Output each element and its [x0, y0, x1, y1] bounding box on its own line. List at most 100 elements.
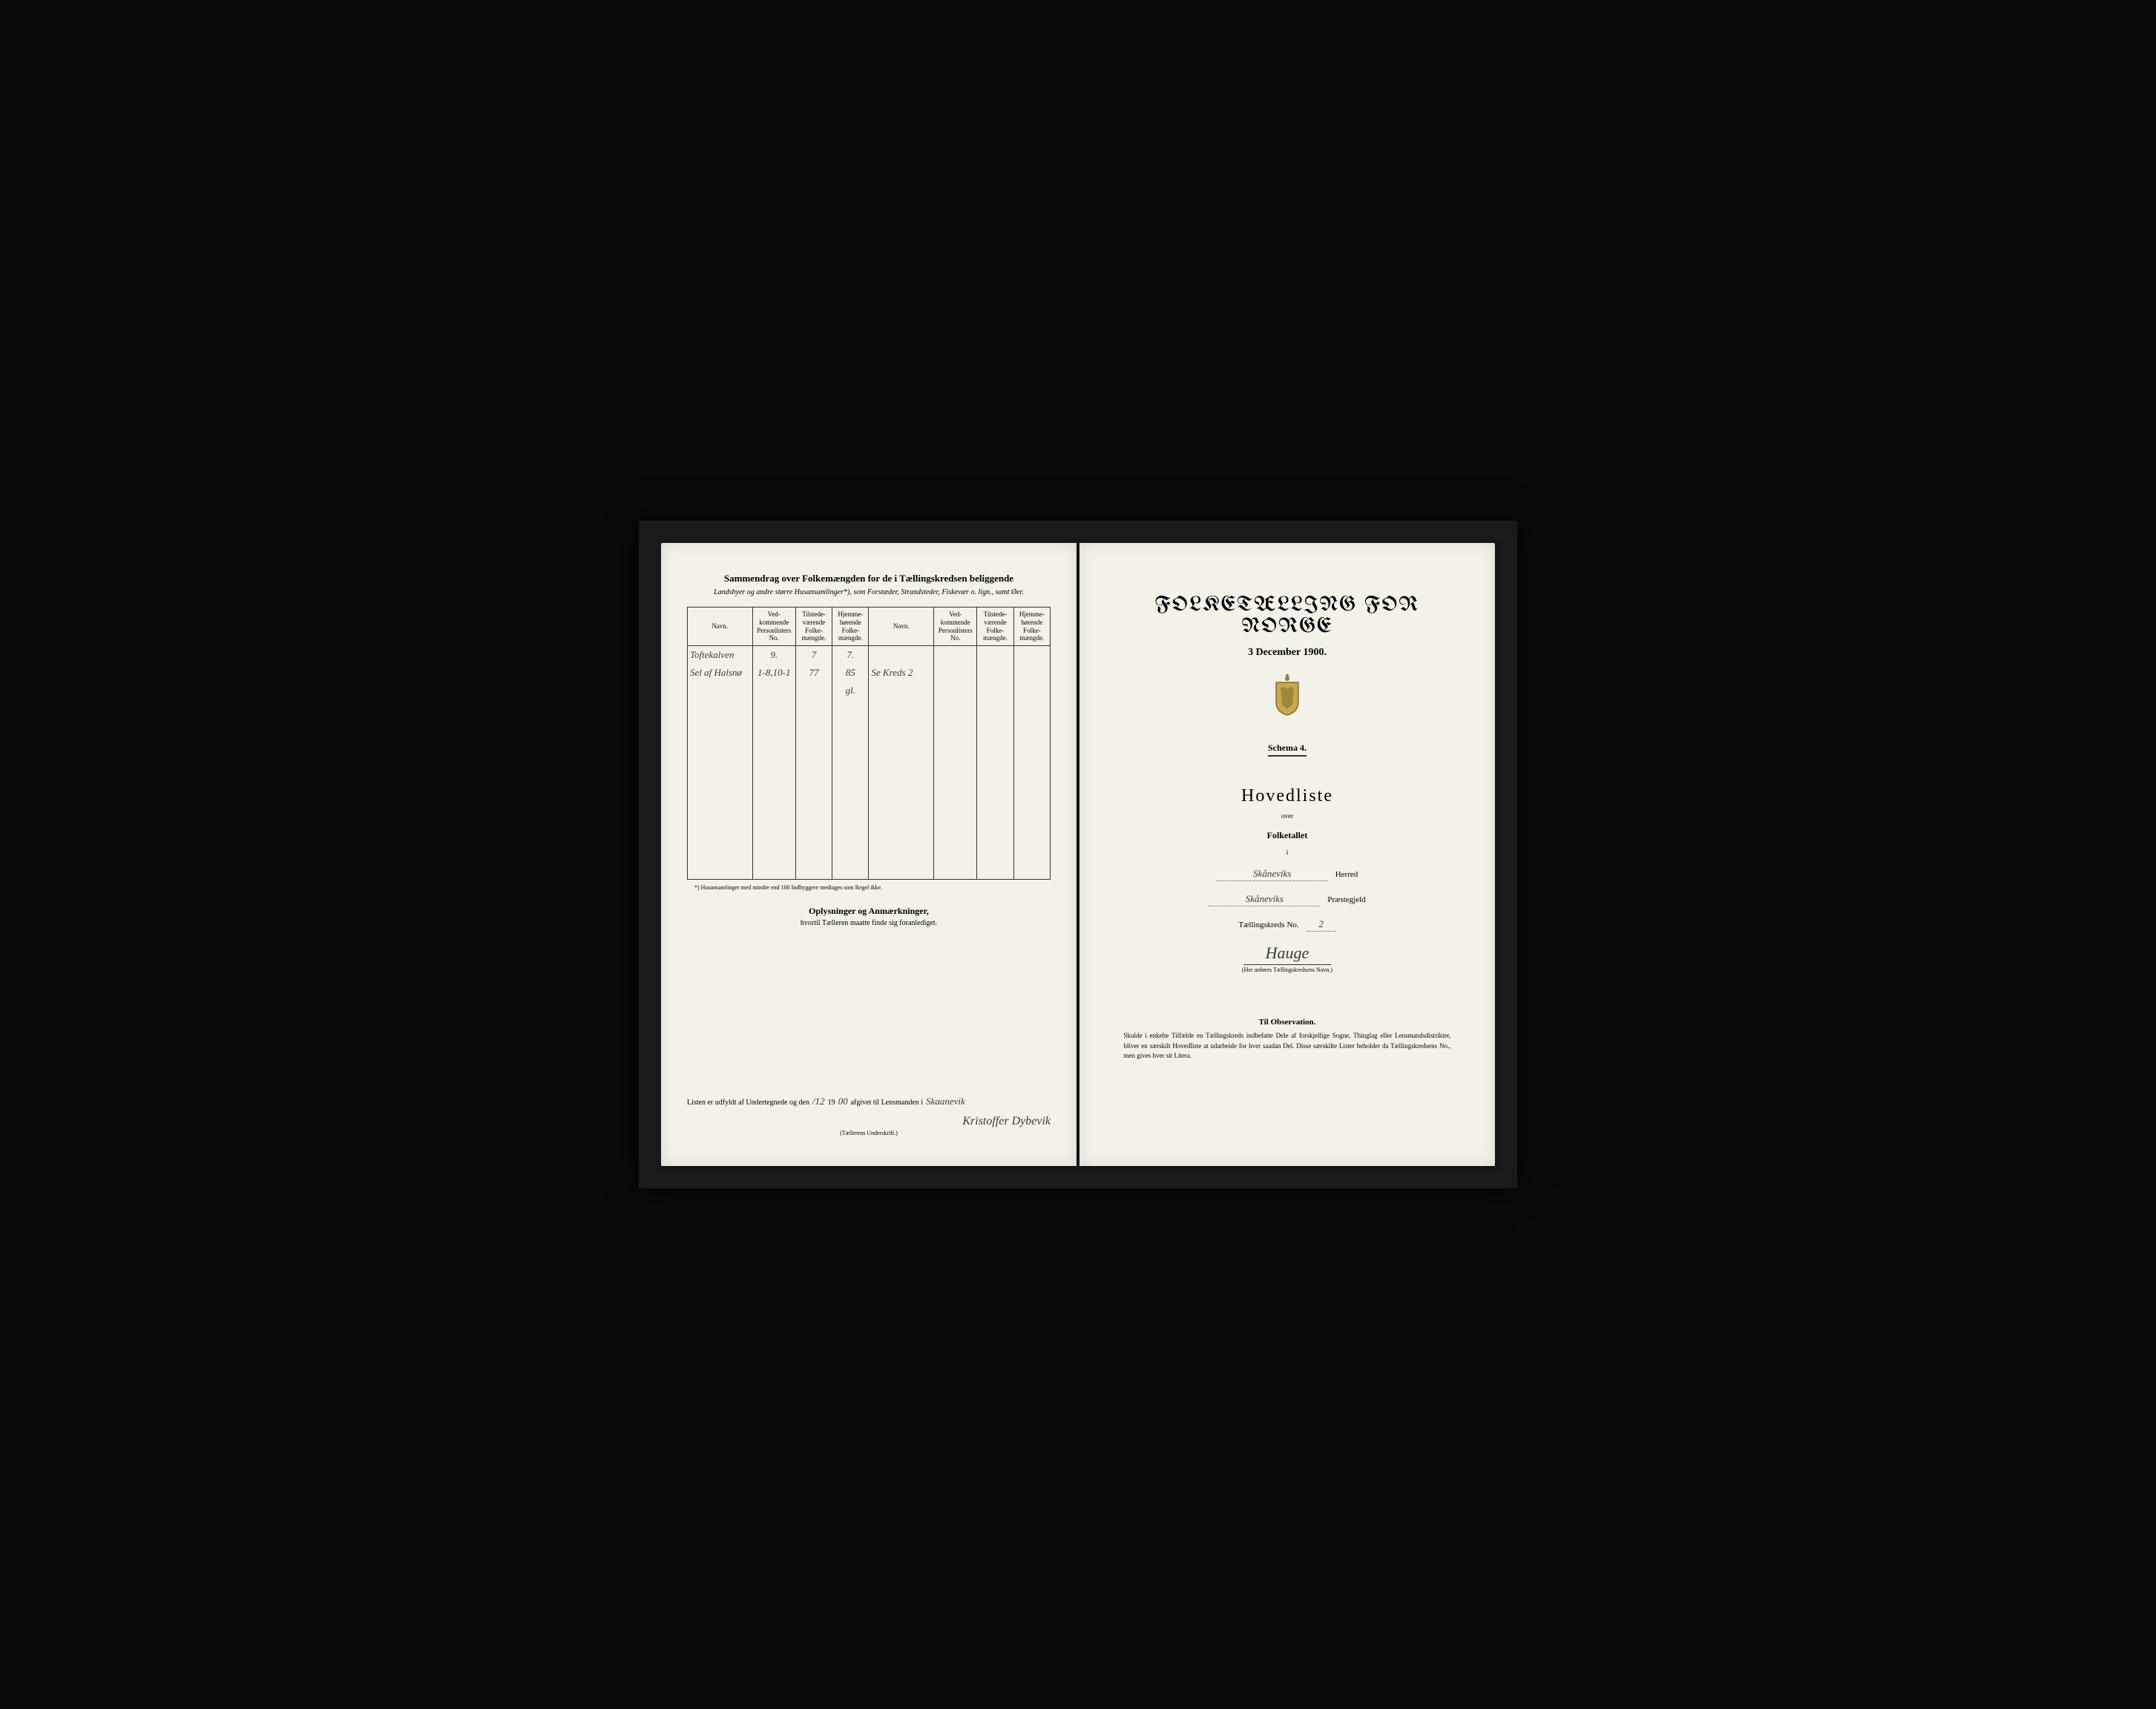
table-row [688, 797, 1051, 814]
table-cell [752, 716, 795, 732]
table-cell [832, 732, 869, 748]
table-cell [832, 863, 869, 879]
table-cell [752, 765, 795, 781]
table-cell [832, 748, 869, 765]
table-cell [1013, 846, 1050, 863]
book-spread: Sammendrag over Folkemængden for de i Tæ… [639, 521, 1517, 1188]
table-cell [1013, 797, 1050, 814]
table-cell [977, 732, 1013, 748]
table-cell [832, 830, 869, 846]
table-cell [795, 748, 832, 765]
table-cell [752, 732, 795, 748]
table-cell [752, 781, 795, 797]
summary-table: Navn. Ved-kommende Personlisters No. Til… [687, 607, 1051, 880]
col-navn-1: Navn. [688, 607, 753, 646]
table-cell [934, 699, 977, 716]
right-page: FOLKETÆLLING FOR NORGE 3 December 1900. … [1079, 543, 1495, 1166]
table-row: Toftekalven9.77. [688, 646, 1051, 665]
table-cell [1013, 748, 1050, 765]
table-cell [795, 814, 832, 830]
table-row: gl. [688, 682, 1051, 699]
table-cell [869, 781, 934, 797]
table-cell [1013, 781, 1050, 797]
table-cell [832, 846, 869, 863]
observation-title: Til Observation. [1124, 1018, 1451, 1027]
table-cell [832, 716, 869, 732]
table-cell [752, 699, 795, 716]
table-cell [795, 781, 832, 797]
hovedliste-title: Hovedliste [1241, 786, 1333, 806]
table-cell [795, 699, 832, 716]
census-main-title: FOLKETÆLLING FOR NORGE [1105, 595, 1469, 638]
table-cell [688, 699, 753, 716]
coat-of-arms-icon [1270, 672, 1304, 720]
table-cell [869, 814, 934, 830]
sig-year-suffix: 00 [838, 1096, 848, 1107]
table-cell [688, 781, 753, 797]
kreds-name: Hauge [1243, 944, 1332, 965]
table-cell: 77 [795, 664, 832, 682]
table-cell: 9. [752, 646, 795, 665]
table-cell [977, 830, 1013, 846]
table-cell [1013, 863, 1050, 879]
table-cell [832, 781, 869, 797]
table-cell [869, 748, 934, 765]
table-cell [869, 716, 934, 732]
table-row [688, 716, 1051, 732]
col-navn-2: Navn. [869, 607, 934, 646]
table-cell [934, 732, 977, 748]
table-cell: gl. [832, 682, 869, 699]
table-cell [977, 863, 1013, 879]
table-cell [688, 716, 753, 732]
folketallet-label: Folketallet [1267, 830, 1308, 841]
observation-text: Skulde i enkelte Tilfælde en Tællingskre… [1124, 1031, 1451, 1061]
table-cell [832, 814, 869, 830]
table-row [688, 699, 1051, 716]
table-cell [1013, 682, 1050, 699]
table-cell [977, 748, 1013, 765]
table-cell [977, 699, 1013, 716]
table-cell: 1-8,10-1 [752, 664, 795, 682]
col-hjemme-1: Hjemme-hørende Folke-mængde. [832, 607, 869, 646]
table-cell [688, 846, 753, 863]
table-cell [869, 699, 934, 716]
table-cell [1013, 732, 1050, 748]
table-cell [934, 765, 977, 781]
sig-month: /12 [812, 1096, 825, 1107]
table-row [688, 732, 1051, 748]
table-row: Sel af Halsnø1-8,10-17785Se Kreds 2 [688, 664, 1051, 682]
table-cell [869, 765, 934, 781]
table-cell [688, 797, 753, 814]
table-cell [869, 830, 934, 846]
table-cell [795, 682, 832, 699]
table-cell [869, 863, 934, 879]
table-cell: Toftekalven [688, 646, 753, 665]
census-date: 3 December 1900. [1248, 647, 1327, 659]
col-vedkom-2: Ved-kommende Personlisters No. [934, 607, 977, 646]
schema-label: Schema 4. [1268, 742, 1307, 757]
table-cell [934, 682, 977, 699]
table-row [688, 765, 1051, 781]
table-cell [934, 646, 977, 665]
kreds-no-value: 2 [1307, 918, 1336, 932]
table-cell [688, 748, 753, 765]
praestegjeld-value: Skåneviks [1209, 893, 1320, 906]
table-cell [752, 748, 795, 765]
table-cell [795, 830, 832, 846]
table-cell [869, 846, 934, 863]
table-cell [688, 814, 753, 830]
table-row [688, 748, 1051, 765]
praestegjeld-row: Skåneviks Præstegjeld [1209, 893, 1365, 906]
table-cell [795, 716, 832, 732]
table-cell [1013, 646, 1050, 665]
left-page: Sammendrag over Folkemængden for de i Tæ… [661, 543, 1077, 1166]
table-cell [832, 797, 869, 814]
table-cell [934, 830, 977, 846]
table-cell [688, 830, 753, 846]
summary-subtitle: Landsbyer og andre større Husansamlinger… [687, 587, 1051, 598]
table-cell [934, 814, 977, 830]
table-cell [832, 765, 869, 781]
sig-caption: (Tællerens Underskrift.) [687, 1130, 1051, 1136]
table-cell [977, 765, 1013, 781]
table-cell [977, 797, 1013, 814]
